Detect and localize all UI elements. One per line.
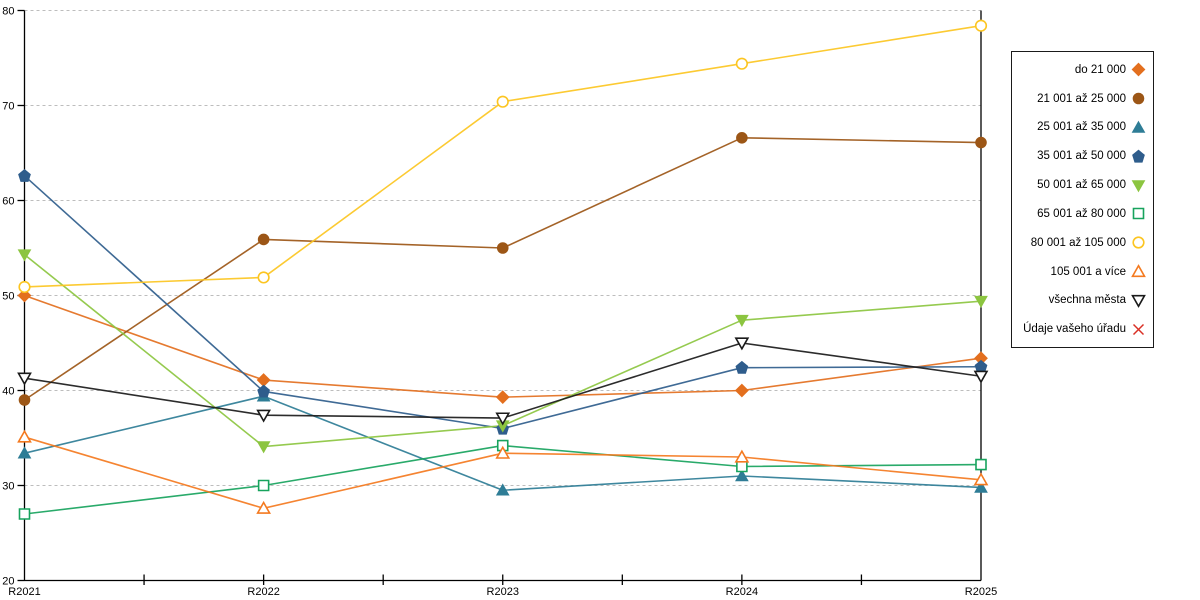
legend-item: 25 001 až 35 000 <box>1012 114 1153 140</box>
triangle-down-marker-icon <box>256 441 271 454</box>
x-tick-label: R2022 <box>247 586 279 598</box>
legend-item: 35 001 až 50 000 <box>1012 143 1153 169</box>
circle-marker-icon <box>496 242 509 254</box>
legend-item-label: 21 001 až 25 000 <box>1037 92 1126 105</box>
square-marker-icon <box>496 439 509 452</box>
pentagon-marker-icon <box>18 168 31 182</box>
legend-item-label: Údaje vašeho úřadu <box>1023 323 1126 336</box>
series-line <box>24 342 982 419</box>
triangle-down-marker-icon <box>735 314 749 328</box>
legend-item-label: všechna města <box>1048 294 1126 307</box>
legend-item-label: do 21 000 <box>1074 63 1126 76</box>
legend-marker-triangle-down-icon <box>1131 179 1146 192</box>
legend-marker-triangle-up-icon <box>1131 264 1146 278</box>
x-tick-label: R2021 <box>8 586 40 598</box>
triangle-up-marker-icon <box>17 429 32 443</box>
triangle-up-marker-icon <box>973 472 989 486</box>
diamond-marker-icon <box>17 288 32 303</box>
circle-marker-icon <box>18 280 31 294</box>
diamond-marker-icon <box>256 373 271 387</box>
circle-marker-icon <box>257 233 270 246</box>
circle-marker-icon <box>735 57 748 70</box>
y-tick-label: 40 <box>2 386 14 398</box>
x-tick-label: R2024 <box>726 586 758 598</box>
x-tick-label: R2023 <box>487 586 519 598</box>
circle-marker-icon <box>496 95 509 108</box>
legend-item: 21 001 až 25 000 <box>1012 86 1153 112</box>
triangle-down-marker-icon <box>495 412 511 426</box>
y-tick-label: 20 <box>2 576 14 588</box>
y-tick-label: 30 <box>2 481 14 493</box>
legend-item: 80 001 až 105 000 <box>1012 230 1153 256</box>
y-tick-label: 80 <box>2 6 14 18</box>
legend-marker-square-icon <box>1132 208 1145 220</box>
pentagon-marker-icon <box>735 360 749 374</box>
x-tick-label: R2025 <box>965 586 997 598</box>
square-marker-icon <box>736 460 748 473</box>
legend-item-label: 65 001 až 80 000 <box>1037 207 1126 220</box>
square-marker-icon <box>18 508 31 520</box>
triangle-up-marker-icon <box>974 480 988 493</box>
triangle-down-marker-icon <box>17 372 32 386</box>
series-line <box>24 137 982 401</box>
legend-marker-pentagon-icon <box>1132 149 1145 163</box>
pentagon-marker-icon <box>974 359 988 373</box>
triangle-up-marker-icon <box>17 446 32 459</box>
triangle-up-marker-icon <box>256 500 271 514</box>
legend-marker-circle-icon <box>1132 236 1145 249</box>
legend-marker-circle-icon <box>1132 92 1145 105</box>
triangle-up-marker-icon <box>495 483 510 496</box>
legend-item-label: 80 001 až 105 000 <box>1030 236 1126 249</box>
triangle-up-marker-icon <box>735 469 749 482</box>
legend-box: do 21 000 21 001 až 25 000 25 001 až 35 00… <box>1011 51 1154 348</box>
triangle-down-marker-icon <box>973 370 989 384</box>
legend-item-label: 35 001 až 50 000 <box>1037 150 1126 163</box>
y-tick-label: 50 <box>2 291 14 303</box>
legend-item: 50 001 až 65 000 <box>1012 172 1153 198</box>
legend-item: 105 001 a více <box>1012 259 1153 285</box>
triangle-down-marker-icon <box>974 295 988 309</box>
triangle-down-marker-icon <box>734 337 750 351</box>
circle-marker-icon <box>257 271 270 284</box>
diamond-marker-icon <box>495 390 510 405</box>
series-line <box>24 294 982 398</box>
circle-marker-icon <box>736 132 748 144</box>
diamond-marker-icon <box>734 383 749 398</box>
circle-marker-icon <box>18 394 31 406</box>
legend-marker-diamond-icon <box>1131 62 1146 77</box>
triangle-down-marker-icon <box>17 249 32 262</box>
pentagon-marker-icon <box>257 384 271 398</box>
legend-item: do 21 000 <box>1012 57 1153 83</box>
triangle-up-marker-icon <box>495 445 511 459</box>
square-marker-icon <box>975 458 987 471</box>
legend-item: všechna města <box>1012 287 1153 313</box>
legend-item-label: 105 001 a více <box>1050 265 1126 278</box>
legend-item: Údaje vašeho úřadu <box>1012 316 1153 342</box>
legend-item-label: 25 001 až 35 000 <box>1037 121 1126 134</box>
square-marker-icon <box>257 479 270 492</box>
legend-item: 65 001 až 80 000 <box>1012 201 1153 227</box>
legend-marker-x-icon <box>1132 323 1145 335</box>
triangle-up-marker-icon <box>734 449 750 463</box>
y-tick-label: 60 <box>2 196 14 208</box>
y-tick-label: 70 <box>2 101 14 113</box>
legend-item-label: 50 001 až 65 000 <box>1037 179 1126 192</box>
legend-marker-triangle-up-icon <box>1131 120 1146 133</box>
legend-marker-triangle-down-icon <box>1131 294 1146 308</box>
triangle-down-marker-icon <box>256 409 271 423</box>
circle-marker-icon <box>975 136 987 149</box>
circle-marker-icon <box>974 19 988 32</box>
